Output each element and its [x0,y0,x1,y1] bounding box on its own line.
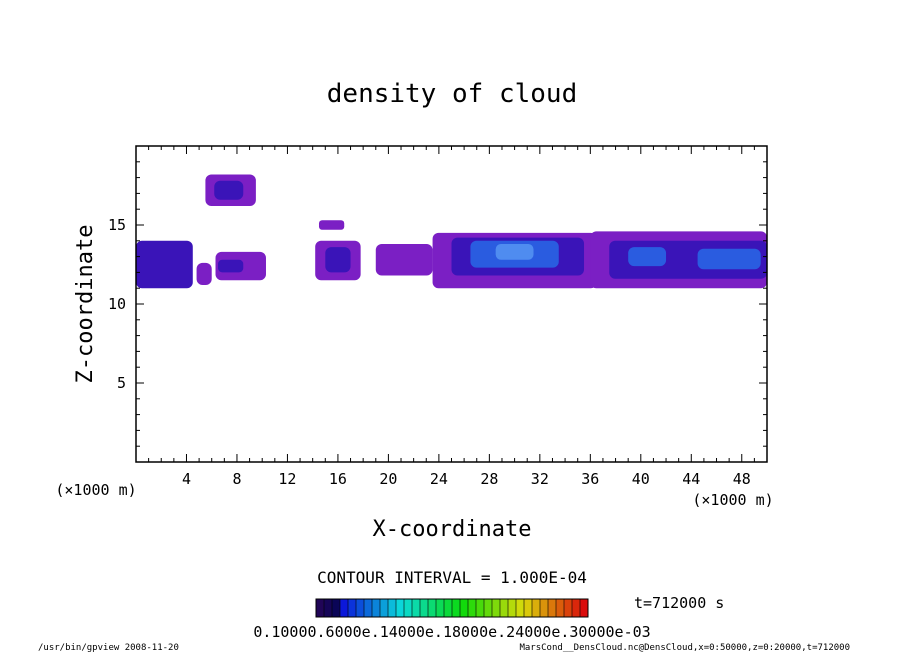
colorbar-cell [460,599,469,617]
colorbar-cell [340,599,349,617]
x-tick-label: 20 [379,470,397,488]
colorbar-cell [572,599,581,617]
x-unit-label-left: (×1000 m) [55,481,136,499]
colorbar-cell [396,599,405,617]
cloud-region-4 [214,180,244,200]
x-tick-label: 36 [581,470,599,488]
colorbar-frame [315,598,589,618]
colorbar-cell [452,599,461,617]
colorbar-cell [500,599,509,617]
colorbar-cell [348,599,357,617]
colorbar [315,599,589,617]
colorbar-cell [516,599,525,617]
x-tick-label: 12 [278,470,296,488]
y-tick-label: 15 [108,216,126,234]
colorbar-cell [468,599,477,617]
x-unit-label-right: (×1000 m) [692,491,773,509]
colorbar-cell [436,599,445,617]
x-tick-label: 4 [182,470,191,488]
colorbar-cell [492,599,501,617]
cloud-region-14 [495,243,534,260]
colorbar-cell [524,599,533,617]
x-tick-label: 8 [232,470,241,488]
colorbar-cell [388,599,397,617]
colorbar-cell [428,599,437,617]
colorbar-cell [316,599,325,617]
colorbar-cell [412,599,421,617]
cloud-region-18 [697,248,761,270]
y-tick-label: 5 [117,374,126,392]
x-tick-label: 44 [682,470,700,488]
plot-area [136,174,767,289]
colorbar-cell [372,599,381,617]
colorbar-cell [508,599,517,617]
colorbar-cell [532,599,541,617]
colorbar-cell [556,599,565,617]
cloud-region-7 [318,220,345,230]
x-tick-label: 32 [531,470,549,488]
cloud-region-1 [136,240,193,289]
footer-program: /usr/bin/gpview 2008-11-20 [38,643,179,653]
contour-interval-label: CONTOUR INTERVAL = 1.000E-04 [317,568,587,587]
colorbar-cell [324,599,333,617]
cloud-region-2 [196,262,212,286]
colorbar-cell [484,599,493,617]
colorbar-cell [476,599,485,617]
colorbar-cell [444,599,453,617]
x-tick-label: 40 [632,470,650,488]
time-label: t=712000 s [634,594,724,612]
chart-title: density of cloud [327,79,577,109]
x-tick-label: 28 [480,470,498,488]
colorbar-cell [332,599,341,617]
cloud-region-6 [218,259,244,273]
colorbar-tick-labels: 0.10000.6000e.14000e.18000e.24000e.30000… [253,623,650,641]
cloud-region-17 [628,247,667,267]
x-axis-label: X-coordinate [373,517,532,542]
colorbar-cell [420,599,429,617]
x-tick-label: 24 [430,470,448,488]
colorbar-cell [548,599,557,617]
colorbar-cell [380,599,389,617]
colorbar-cell [564,599,573,617]
cloud-region-9 [325,247,351,273]
colorbar-cell [404,599,413,617]
cloud-region-10 [375,243,433,276]
footer-source: MarsCond__DensCloud.nc@DensCloud,x=0:500… [519,643,850,653]
colorbar-cell [356,599,365,617]
colorbar-cell [580,599,589,617]
colorbar-cell [364,599,373,617]
x-tick-label: 48 [733,470,751,488]
colorbar-cell [540,599,549,617]
x-tick-label: 16 [329,470,347,488]
y-tick-label: 10 [108,295,126,313]
y-axis-label: Z-coordinate [73,225,98,384]
